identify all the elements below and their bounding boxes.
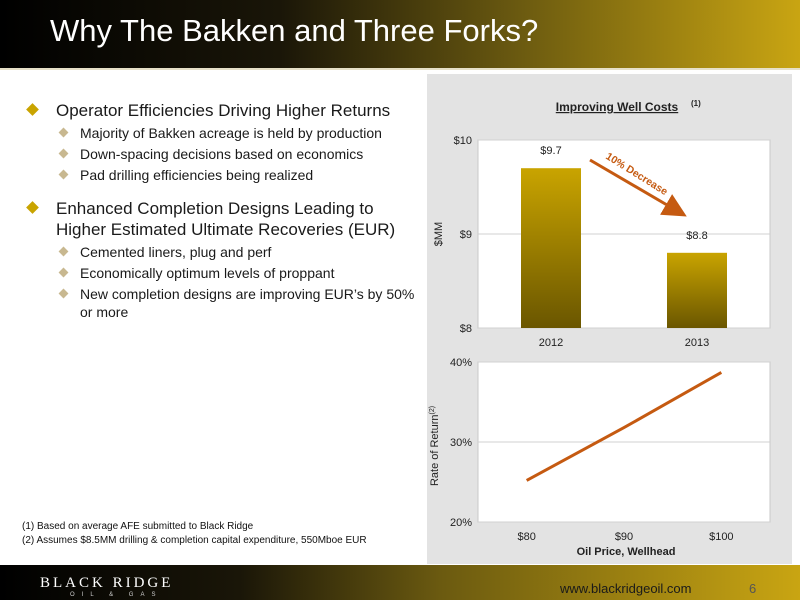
header-bar [0,0,800,68]
company-logo-subtitle: OIL & GAS [70,592,163,598]
footnote: (1) Based on average AFE submitted to Bl… [22,521,254,532]
page-number: 6 [749,581,757,596]
bar-data-label: $8.8 [686,230,707,242]
sub-bullet-item: New completion designs are improving EUR… [28,285,418,321]
bar-y-tick-label: $8 [460,323,472,335]
footer-bar [0,565,800,600]
line-y-axis-label-superscript: (2) [429,406,436,415]
bar-y-tick-label: $9 [460,229,472,241]
bullet-text: Operator Efficiencies Driving Higher Ret… [56,101,391,120]
bar-data-label: $9.7 [540,145,561,157]
sub-bullet-item: Down-spacing decisions based on economic… [28,145,418,163]
decrease-arrow [589,158,687,217]
sub-bullet-item: Cemented liners, plug and perf [28,243,418,261]
bar-chart-title: Improving Well Costs [556,100,679,114]
slide-title: Why The Bakken and Three Forks? [50,13,539,48]
line-y-tick-label: 20% [450,517,472,529]
line-y-axis-label-text: Rate of Return [429,415,441,487]
sub-bullet-text: Pad drilling efficiencies being realized [80,167,314,183]
header-divider [0,68,800,70]
line-y-tick-label: 30% [450,437,472,449]
rate-of-return-line [525,371,723,482]
sub-bullet-item: Pad drilling efficiencies being realized [28,166,418,184]
bullet-item: Enhanced Completion Designs Leading to H… [26,198,418,240]
sub-bullet-item: Majority of Bakken acreage is held by pr… [28,124,418,142]
footnotes: (1) Based on average AFE submitted to Bl… [22,520,367,548]
bullet-text: Enhanced Completion Designs Leading to H… [56,199,396,239]
bullet-list: Operator Efficiencies Driving Higher Ret… [26,100,418,321]
bar-y-tick-label: $10 [454,135,472,147]
line-y-axis-label: Rate of Return(2) [429,406,441,486]
bar-y-axis-label: $MM [433,222,445,246]
bar-x-tick-label: 2012 [539,337,563,349]
sub-bullet-text: Majority of Bakken acreage is held by pr… [80,125,382,141]
sub-bullet-item: Economically optimum levels of proppant [28,264,418,282]
bar-x-tick-label: 2013 [685,337,709,349]
company-logo: BLACK RIDGE [40,575,174,591]
sub-bullet-text: Economically optimum levels of proppant [80,265,335,281]
line-x-axis-label: Oil Price, Wellhead [577,546,676,558]
bullet-item: Operator Efficiencies Driving Higher Ret… [26,100,418,121]
line-x-tick-label: $80 [517,531,535,543]
footnote: (2) Assumes $8.5MM drilling & completion… [22,535,367,546]
sub-bullet-text: New completion designs are improving EUR… [80,286,415,320]
bar-2013 [667,252,727,328]
line-x-tick-label: $100 [709,531,733,543]
website-link[interactable]: www.blackridgeoil.com [560,581,692,596]
sub-bullet-text: Cemented liners, plug and perf [80,244,272,260]
line-y-tick-label: 40% [450,357,472,369]
bar-2012 [521,168,581,328]
sub-bullet-text: Down-spacing decisions based on economic… [80,146,364,162]
line-x-tick-label: $90 [615,531,633,543]
bar-chart-title-superscript: (1) [691,99,701,108]
